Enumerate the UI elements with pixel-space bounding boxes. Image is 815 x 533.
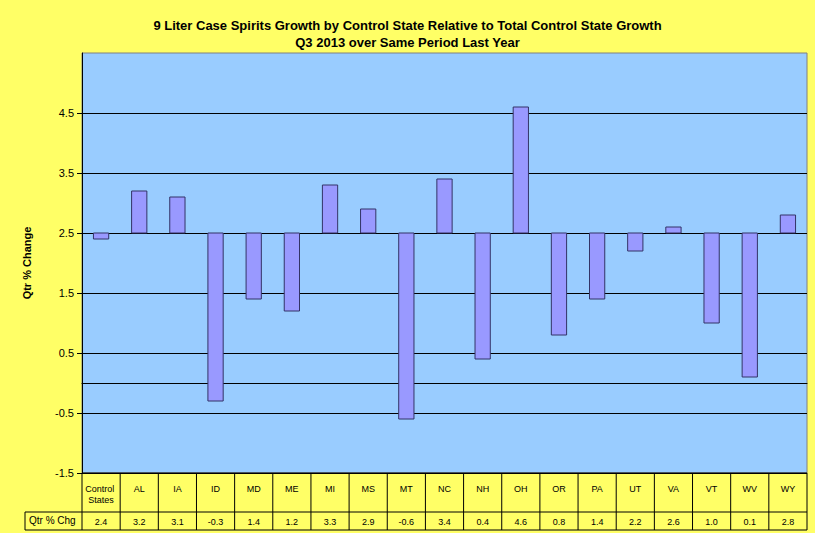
svg-text:2.8: 2.8 bbox=[782, 517, 795, 527]
svg-text:1.4: 1.4 bbox=[247, 517, 260, 527]
svg-text:PA: PA bbox=[591, 484, 602, 494]
svg-text:IA: IA bbox=[173, 484, 182, 494]
svg-text:MT: MT bbox=[400, 484, 413, 494]
svg-text:VA: VA bbox=[668, 484, 679, 494]
svg-text:MS: MS bbox=[361, 484, 375, 494]
svg-text:0.8: 0.8 bbox=[553, 517, 566, 527]
svg-text:WV: WV bbox=[743, 484, 758, 494]
svg-text:-0.3: -0.3 bbox=[208, 517, 224, 527]
svg-text:1.5: 1.5 bbox=[59, 287, 74, 299]
svg-text:MD: MD bbox=[247, 484, 261, 494]
svg-text:Control: Control bbox=[85, 484, 117, 494]
svg-text:0.4: 0.4 bbox=[476, 517, 489, 527]
svg-text:1.0: 1.0 bbox=[705, 517, 718, 527]
svg-text:3.4: 3.4 bbox=[438, 517, 451, 527]
svg-text:UT: UT bbox=[629, 484, 641, 494]
svg-text:ME: ME bbox=[285, 484, 299, 494]
svg-text:2.5: 2.5 bbox=[59, 227, 74, 239]
svg-text:AL: AL bbox=[134, 484, 145, 494]
svg-text:9 Liter Case Spirits Growth by: 9 Liter Case Spirits Growth by Control S… bbox=[153, 18, 661, 33]
svg-text:ID: ID bbox=[211, 484, 221, 494]
svg-text:1.2: 1.2 bbox=[286, 517, 299, 527]
svg-text:0.5: 0.5 bbox=[59, 347, 74, 359]
svg-text:2.9: 2.9 bbox=[362, 517, 375, 527]
svg-text:1.4: 1.4 bbox=[591, 517, 604, 527]
svg-text:4.6: 4.6 bbox=[515, 517, 528, 527]
svg-text:OH: OH bbox=[514, 484, 528, 494]
svg-text:2.4: 2.4 bbox=[95, 517, 108, 527]
svg-text:-0.5: -0.5 bbox=[55, 407, 74, 419]
svg-text:MI: MI bbox=[325, 484, 335, 494]
svg-text:VT: VT bbox=[706, 484, 718, 494]
svg-text:0.1: 0.1 bbox=[744, 517, 757, 527]
svg-text:Qtr % Change: Qtr % Change bbox=[21, 227, 33, 300]
svg-text:3.5: 3.5 bbox=[59, 167, 74, 179]
svg-text:3.3: 3.3 bbox=[324, 517, 337, 527]
svg-text:-1.5: -1.5 bbox=[55, 467, 74, 479]
svg-text:WY: WY bbox=[781, 484, 796, 494]
svg-text:States: States bbox=[88, 495, 114, 505]
svg-text:NC: NC bbox=[438, 484, 451, 494]
svg-text:4.5: 4.5 bbox=[59, 107, 74, 119]
svg-text:2.6: 2.6 bbox=[667, 517, 680, 527]
svg-text:3.2: 3.2 bbox=[133, 517, 146, 527]
svg-text:OR: OR bbox=[552, 484, 566, 494]
svg-text:2.2: 2.2 bbox=[629, 517, 642, 527]
svg-text:Q3 2013 over Same Period Last: Q3 2013 over Same Period Last Year bbox=[295, 35, 520, 50]
svg-text:3.1: 3.1 bbox=[171, 517, 184, 527]
svg-text:-0.6: -0.6 bbox=[399, 517, 415, 527]
svg-text:Qtr % Chg: Qtr % Chg bbox=[29, 515, 76, 526]
svg-text:NH: NH bbox=[476, 484, 489, 494]
